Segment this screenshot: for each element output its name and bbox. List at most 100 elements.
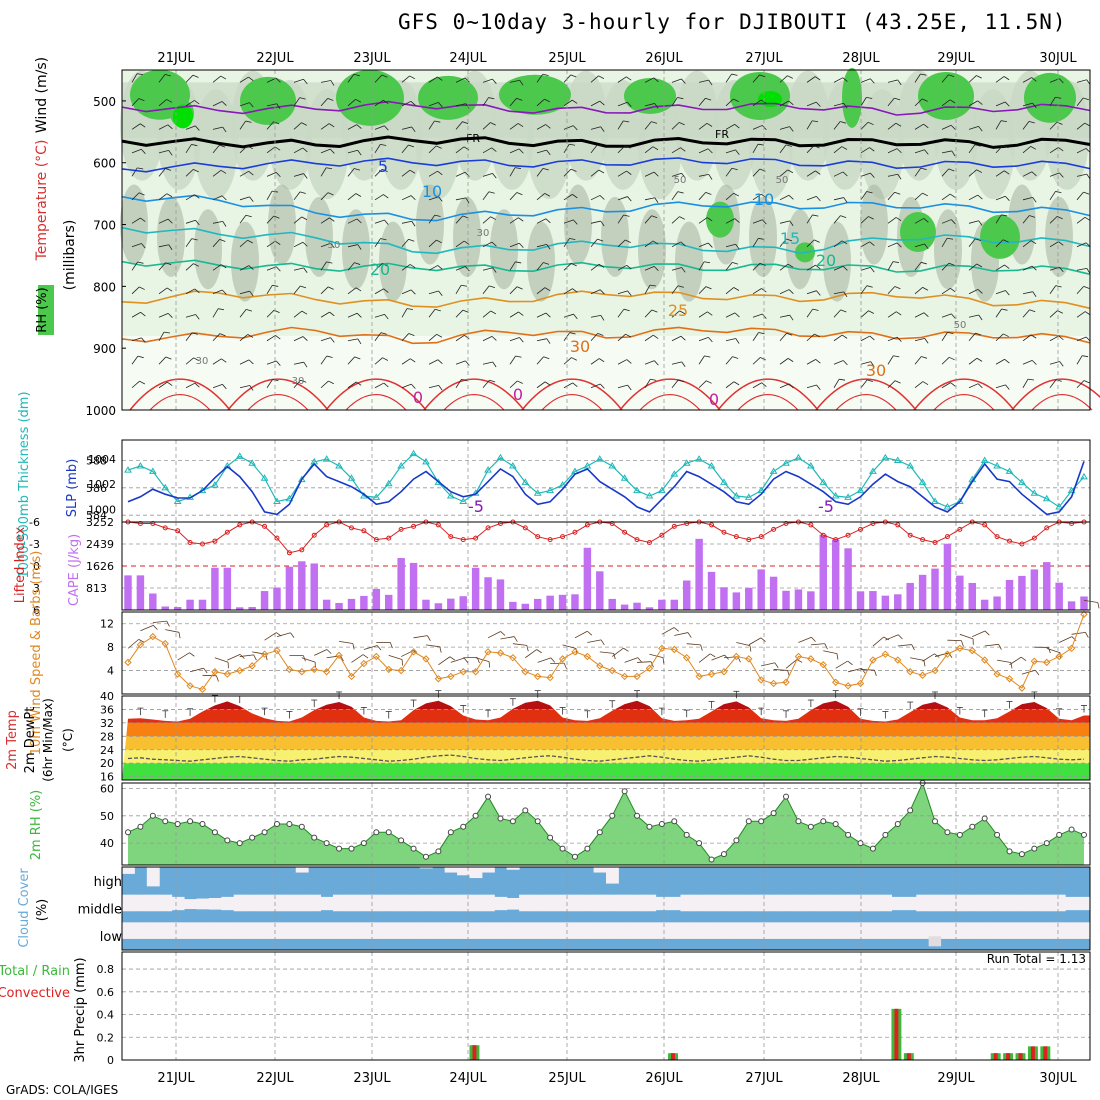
wind-barb-flag	[570, 168, 577, 172]
wind-barb	[320, 311, 330, 318]
lifted-index-point	[175, 528, 181, 534]
cape-bar	[782, 590, 790, 610]
bottom-date-ticks: 21JUL 22JUL 23JUL 24JUL 25JUL 26JUL 27JUL 28JUL…	[157, 1071, 1077, 1086]
wind-barb	[500, 636, 515, 640]
thickness-point	[943, 502, 952, 510]
wind-barb	[860, 78, 871, 83]
wind-barb	[968, 75, 977, 83]
lifted-index-point	[435, 522, 441, 528]
wind-barb	[779, 263, 789, 271]
rh-point	[249, 834, 256, 841]
wind-barb-flag	[651, 215, 658, 219]
wind-barb-flag	[708, 337, 713, 343]
cloud-gap	[1077, 922, 1091, 939]
wind-barb	[185, 169, 194, 177]
wind-barb-flag	[194, 194, 200, 199]
wind-barb	[482, 336, 493, 342]
wind-barb-flag	[598, 169, 605, 174]
lifted-index-point	[982, 522, 988, 528]
wind-barb	[590, 263, 600, 271]
wind-barb-flag	[870, 78, 875, 84]
contour-label: 5	[378, 157, 388, 176]
wind-barb	[587, 639, 602, 643]
wind-barb-flag	[1084, 216, 1091, 221]
wind-barb	[374, 357, 383, 365]
wind-barb	[455, 285, 462, 294]
wind-barb-flag	[869, 147, 875, 152]
wind-barb-flag	[1097, 602, 1100, 609]
temp-tick: 40	[100, 690, 114, 703]
wind-barb-flag	[411, 383, 416, 389]
wind-barb-flag	[599, 383, 605, 389]
wind-barb	[214, 657, 229, 663]
wind-barb	[941, 382, 951, 389]
cape-bar	[757, 569, 765, 610]
wind-barb-flag	[193, 357, 200, 362]
isotherm--5	[121, 100, 1091, 116]
cloud-gap	[283, 922, 297, 939]
wind-barb	[212, 75, 222, 83]
wind-barb	[239, 359, 250, 365]
precip-tick: 0.6	[97, 986, 115, 999]
wind-barb	[131, 73, 138, 83]
wind-barb	[887, 311, 897, 318]
wind-barb-flag	[166, 287, 173, 292]
wind-barb-flag	[517, 123, 524, 128]
wind-barb-flag	[464, 334, 470, 340]
cloud-gap	[643, 894, 657, 912]
rh-point	[621, 788, 628, 795]
cloud-gap	[283, 894, 297, 912]
wind-barb-flag	[408, 238, 415, 242]
wind-barb-flag	[627, 290, 632, 296]
wind-barb-flag	[165, 356, 172, 360]
surface-contour	[521, 378, 623, 411]
wind-barb-flag	[709, 653, 716, 658]
wind-barb	[536, 287, 546, 295]
wind-barb	[347, 124, 358, 130]
wind-barb	[671, 241, 681, 248]
wind-barb	[401, 308, 408, 318]
wind-barb-flag	[950, 288, 956, 293]
precip-tick: 0.2	[97, 1031, 115, 1044]
wind-barb-flag	[546, 244, 551, 250]
wind-barb	[617, 170, 627, 177]
wind-barb	[806, 145, 815, 154]
wind-barb-flag	[597, 238, 604, 242]
thickness-point	[844, 493, 852, 500]
thickness-point	[595, 455, 604, 462]
wind-barb	[455, 379, 462, 388]
rh-point	[460, 823, 467, 830]
wind-barb	[320, 192, 329, 201]
wind-barb	[401, 100, 412, 107]
precip-total-legend: Total / Rain	[0, 964, 70, 979]
wind-speed-point	[273, 646, 281, 655]
wind-barb-flag	[570, 74, 577, 78]
wind-barb	[833, 215, 841, 224]
cloud-gap	[357, 894, 371, 912]
cloud-gap	[1065, 896, 1079, 911]
wind-barb	[941, 332, 948, 341]
wind-barb-flag	[1005, 290, 1010, 296]
wind-barb	[264, 632, 277, 641]
wind-barb	[374, 382, 385, 389]
contour-label: 30	[866, 361, 886, 380]
wind-speed-point	[732, 652, 741, 661]
wind-barb-flag	[141, 148, 146, 154]
wind-barb-flag	[812, 120, 819, 123]
wind-barb-flag	[1002, 145, 1009, 149]
wind-barb-flag	[491, 147, 497, 152]
rh-point	[894, 821, 901, 827]
wind-barb-flag	[895, 217, 902, 222]
wind-barb-flag	[897, 79, 902, 86]
wind-barb-flag	[1029, 309, 1036, 313]
thickness-point	[819, 478, 828, 485]
wind-barb	[438, 656, 451, 666]
wind-barb-flag	[203, 667, 208, 674]
cloud-gap	[928, 894, 942, 912]
wind-barb-flag	[326, 167, 333, 170]
wind-barb	[563, 357, 572, 365]
rh-blob	[342, 209, 370, 290]
wind-barb	[266, 103, 277, 107]
cloud-gap	[469, 867, 483, 879]
wind-barb	[779, 169, 788, 177]
